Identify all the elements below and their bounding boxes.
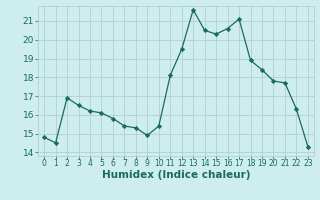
X-axis label: Humidex (Indice chaleur): Humidex (Indice chaleur) [102,170,250,180]
